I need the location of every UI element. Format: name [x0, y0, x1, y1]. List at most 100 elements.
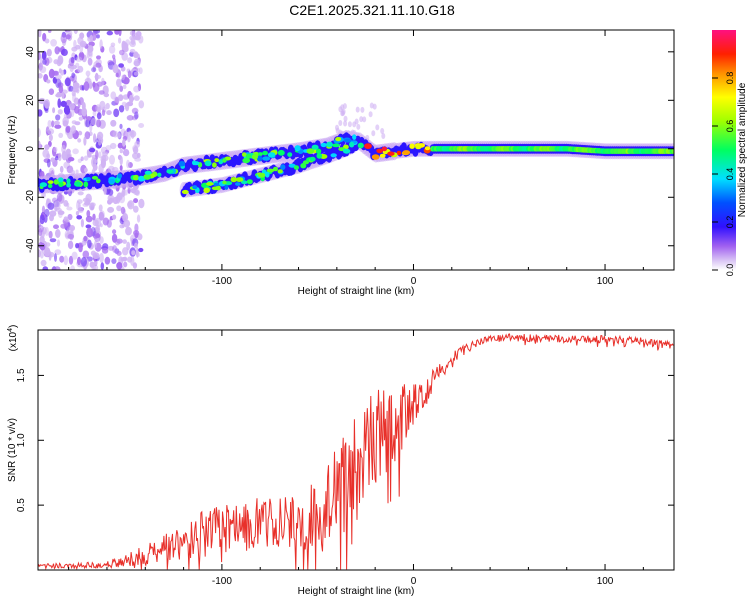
snr-series-layer [38, 333, 674, 570]
ridge-spray [347, 121, 352, 128]
noise-speckle [56, 239, 61, 247]
noise-speckle [66, 206, 73, 211]
noise-speckle [109, 154, 115, 165]
noise-speckle [118, 30, 122, 37]
noise-speckle [86, 210, 91, 218]
noise-speckle [77, 138, 82, 143]
ridge-blob [240, 180, 248, 185]
noise-speckle [110, 142, 117, 150]
snr-line [38, 333, 674, 570]
noise-speckle [58, 152, 62, 162]
noise-speckle [70, 108, 75, 118]
noise-speckle [73, 30, 78, 35]
ridge-spray [368, 111, 373, 118]
ridge-spray [362, 116, 367, 123]
heatmap-x-axis: -100 0 100 [68, 30, 644, 287]
noise-speckle [57, 109, 63, 115]
noise-speckle [85, 119, 91, 128]
noise-speckle [119, 224, 125, 229]
noise-speckle [118, 63, 124, 68]
noise-speckle [72, 88, 79, 93]
colorbar-axis: 0.0 0.2 0.4 0.6 0.8 [712, 72, 735, 276]
noise-speckle [80, 156, 84, 161]
noise-speckle [104, 256, 111, 265]
ridge-spray [372, 103, 377, 110]
noise-speckle [86, 227, 94, 238]
noise-speckle [39, 66, 47, 74]
ridge-blob [213, 182, 220, 187]
noise-speckle [138, 35, 144, 44]
ridge-blob [222, 158, 227, 163]
noise-speckle [86, 75, 90, 83]
noise-speckle [90, 118, 98, 126]
noise-speckle [98, 163, 104, 174]
noise-speckle [134, 223, 139, 233]
noise-speckle [127, 200, 135, 210]
noise-speckle [47, 120, 52, 128]
ridge-blob [277, 169, 283, 174]
noise-speckle [129, 40, 136, 48]
ridge-blob [335, 137, 342, 142]
noise-speckle [77, 98, 81, 109]
noise-speckle [42, 32, 47, 42]
ridge-blob [143, 174, 152, 180]
x-tick-label: -100 [212, 276, 232, 287]
noise-speckle [131, 250, 136, 256]
ridge-spray [381, 133, 386, 139]
ridge-blob [222, 180, 227, 185]
noise-speckle [75, 44, 81, 50]
ridge-blob [47, 183, 53, 189]
noise-speckle [85, 116, 92, 121]
noise-speckle [108, 197, 114, 204]
noise-speckle [44, 38, 50, 44]
noise-speckle [91, 263, 96, 270]
noise-speckle [74, 82, 80, 89]
ridge-blob [315, 148, 322, 155]
noise-speckle [132, 152, 139, 159]
noise-speckle [76, 215, 83, 220]
noise-speckle [133, 205, 139, 213]
ridge-blob [280, 164, 286, 171]
noise-speckle [97, 131, 104, 141]
ridge-spray [359, 116, 364, 123]
ridge-blob [242, 157, 251, 164]
ridge-blob [376, 148, 383, 154]
ridge-blob [192, 185, 198, 190]
noise-speckle [129, 48, 136, 54]
noise-speckle [72, 148, 79, 155]
ridge-blob [212, 162, 217, 168]
ridge-blob [294, 145, 301, 152]
ridge-blob [257, 152, 263, 157]
heatmap-frame [37, 29, 675, 271]
noise-speckle [82, 202, 89, 207]
heatmap-y-label: Frequency (Hz) [7, 116, 18, 185]
y-tick-label: 1.0 [16, 433, 27, 447]
noise-speckle [55, 229, 61, 238]
noise-speckle [123, 189, 128, 196]
noise-speckle [44, 144, 50, 150]
noise-speckle [75, 210, 80, 216]
ridge-blob [326, 141, 333, 148]
noise-speckle [99, 252, 104, 263]
noise-speckle [112, 64, 119, 74]
noise-speckle [134, 242, 138, 249]
noise-speckle [58, 68, 62, 74]
colorbar-tick-label: 0.8 [725, 72, 735, 85]
noise-speckle [120, 206, 126, 215]
snr-panel: -100 0 100 0.5 1.0 1.5 Height of straight li… [7, 325, 675, 597]
ridge-blob [214, 158, 220, 163]
noise-speckle [54, 156, 59, 161]
ridge-blob [266, 168, 275, 173]
y-tick-label: 0.5 [16, 498, 27, 512]
noise-speckle [95, 62, 102, 68]
ridge-blob [206, 182, 214, 186]
ridge-blob [230, 177, 237, 183]
noise-speckle [67, 157, 75, 162]
noise-speckle [92, 81, 96, 88]
noise-speckle [112, 245, 118, 253]
noise-speckle [121, 74, 125, 81]
noise-speckle [85, 215, 93, 223]
colorbar-label: Normalized spectral amplitude [737, 82, 748, 217]
noise-speckle [50, 39, 57, 47]
noise-speckle [101, 247, 109, 254]
